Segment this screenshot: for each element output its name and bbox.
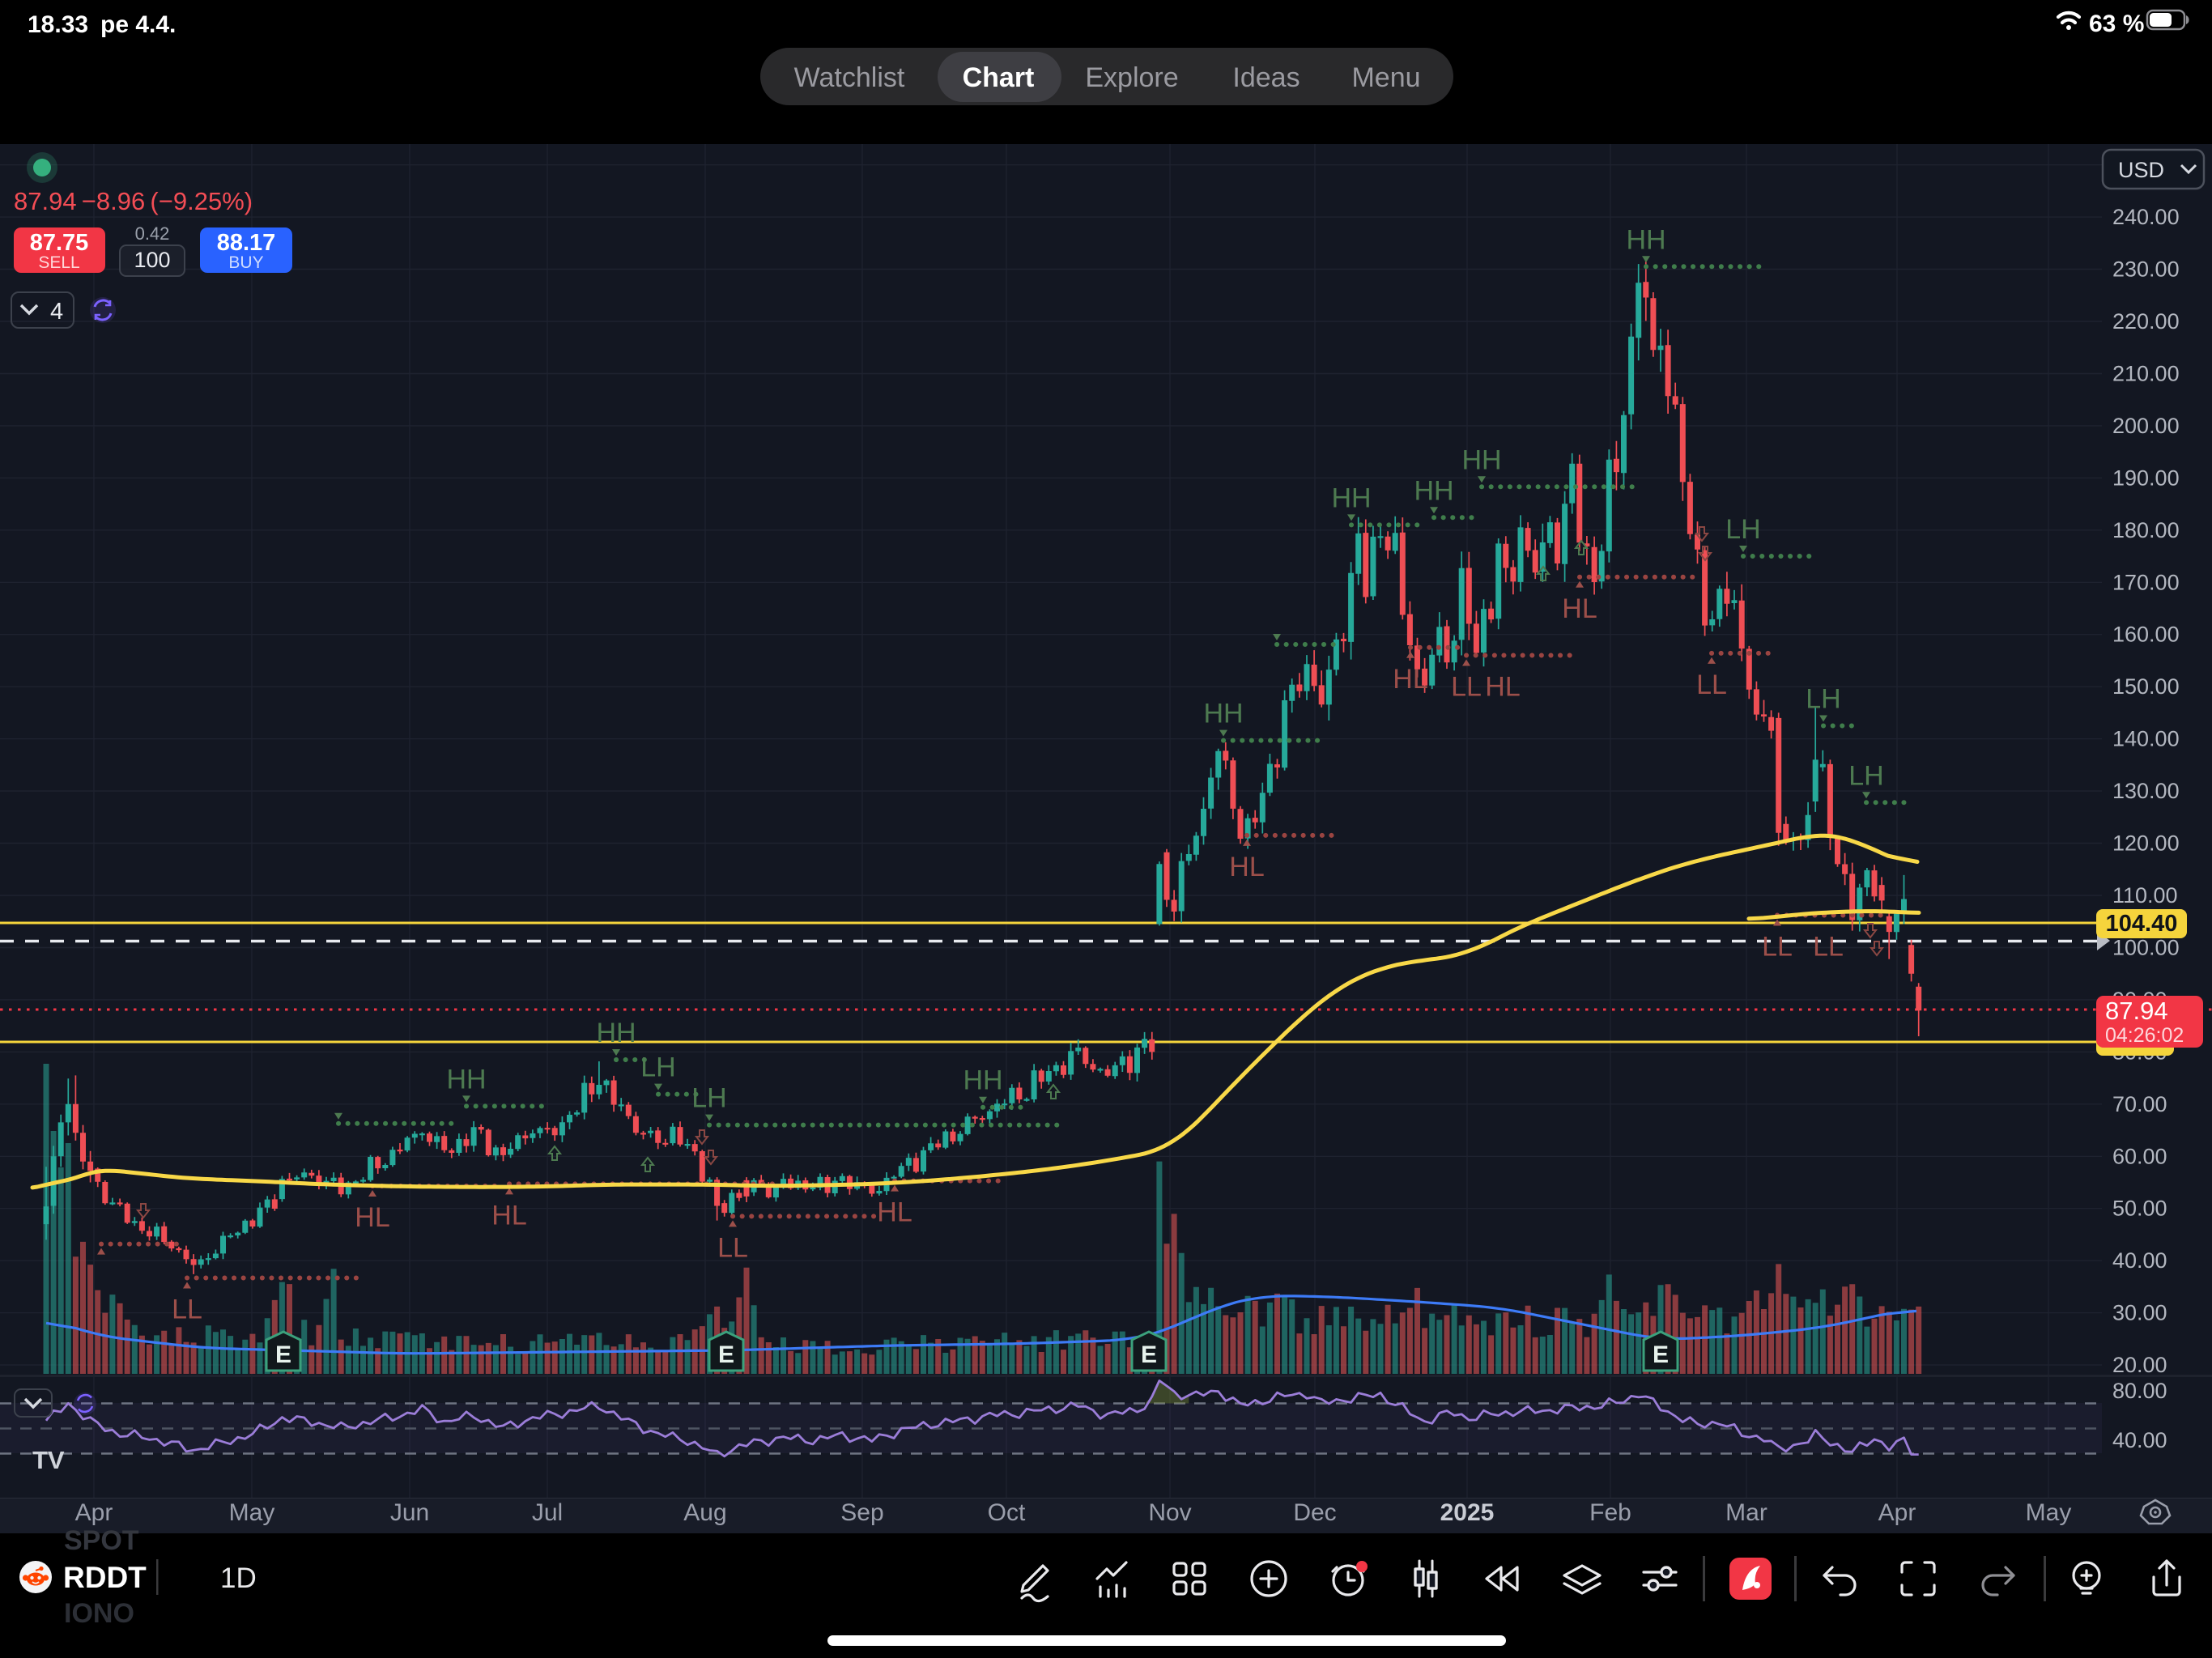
svg-text:LL: LL (1696, 670, 1727, 700)
svg-text:LL: LL (717, 1232, 748, 1263)
svg-text:80.00: 80.00 (2112, 1379, 2167, 1403)
svg-text:20.00: 20.00 (2112, 1353, 2167, 1377)
svg-text:Jun: Jun (390, 1499, 429, 1526)
svg-text:pe 4.4.: pe 4.4. (100, 11, 176, 38)
svg-text:E: E (718, 1341, 734, 1368)
svg-text:4: 4 (50, 299, 63, 325)
svg-text:210.00: 210.00 (2112, 362, 2180, 386)
svg-text:LH: LH (640, 1052, 675, 1083)
svg-text:E: E (1141, 1341, 1157, 1368)
svg-text:30.00: 30.00 (2112, 1301, 2167, 1325)
svg-text:HH: HH (1626, 224, 1665, 255)
svg-text:Sep: Sep (840, 1499, 883, 1526)
svg-text:Mar: Mar (1725, 1499, 1767, 1526)
svg-text:40.00: 40.00 (2112, 1248, 2167, 1273)
svg-text:120.00: 120.00 (2112, 831, 2180, 856)
svg-text:RDDT: RDDT (63, 1561, 147, 1594)
svg-text:18.33: 18.33 (28, 11, 88, 38)
svg-text:LL: LL (1762, 932, 1793, 963)
svg-text:170.00: 170.00 (2112, 570, 2180, 594)
svg-text:E: E (1653, 1341, 1669, 1368)
svg-text:63 %: 63 % (2089, 11, 2144, 37)
svg-text:150.00: 150.00 (2112, 674, 2180, 699)
svg-text:130.00: 130.00 (2112, 779, 2180, 803)
svg-text:E: E (275, 1341, 291, 1368)
svg-text:HL: HL (355, 1202, 389, 1233)
svg-text:87.94: 87.94 (2105, 997, 2168, 1025)
svg-text:230.00: 230.00 (2112, 257, 2180, 282)
svg-text:100: 100 (134, 248, 170, 272)
svg-text:87.94 −8.96 (−9.25%): 87.94 −8.96 (−9.25%) (14, 187, 253, 215)
svg-text:HH: HH (1331, 483, 1371, 513)
svg-text:HL: HL (1229, 852, 1264, 882)
svg-text:TV: TV (32, 1446, 65, 1474)
svg-text:HL: HL (1393, 664, 1427, 695)
svg-text:104.40: 104.40 (2106, 911, 2178, 937)
svg-text:2025: 2025 (1440, 1499, 1495, 1526)
svg-text:140.00: 140.00 (2112, 727, 2180, 751)
svg-text:LH: LH (1806, 684, 1840, 715)
svg-text:May: May (229, 1499, 275, 1526)
svg-text:40.00: 40.00 (2112, 1428, 2167, 1452)
svg-text:Aug: Aug (683, 1499, 726, 1526)
svg-text:May: May (2026, 1499, 2072, 1526)
svg-text:110.00: 110.00 (2112, 883, 2178, 908)
svg-text:LL: LL (172, 1295, 202, 1325)
svg-text:HL: HL (491, 1200, 526, 1231)
svg-text:Apr: Apr (1878, 1499, 1916, 1526)
svg-text:Ideas: Ideas (1232, 62, 1300, 93)
svg-text:LH: LH (1725, 514, 1760, 545)
svg-text:SELL: SELL (38, 253, 79, 272)
svg-text:04:26:02: 04:26:02 (2105, 1024, 2184, 1047)
svg-text:Explore: Explore (1085, 62, 1178, 93)
svg-text:70.00: 70.00 (2112, 1092, 2167, 1116)
svg-text:HH: HH (1203, 699, 1243, 729)
svg-text:Nov: Nov (1148, 1499, 1191, 1526)
svg-text:190.00: 190.00 (2112, 466, 2180, 490)
svg-text:0.42: 0.42 (135, 223, 170, 244)
svg-text:100.00: 100.00 (2112, 936, 2180, 960)
svg-text:BUY: BUY (228, 253, 263, 272)
svg-text:HL: HL (877, 1197, 912, 1228)
svg-text:HH: HH (596, 1018, 636, 1048)
svg-text:180.00: 180.00 (2112, 518, 2180, 542)
svg-text:Apr: Apr (75, 1499, 113, 1526)
svg-text:LH: LH (691, 1083, 726, 1114)
svg-text:Chart: Chart (963, 62, 1035, 93)
svg-text:88.17: 88.17 (217, 230, 276, 256)
svg-text:HH: HH (1414, 475, 1453, 506)
svg-text:60.00: 60.00 (2112, 1144, 2167, 1168)
svg-text:240.00: 240.00 (2112, 205, 2180, 229)
svg-text:50.00: 50.00 (2112, 1197, 2167, 1221)
svg-text:LL: LL (1813, 932, 1844, 963)
svg-text:Dec: Dec (1293, 1499, 1336, 1526)
svg-text:Feb: Feb (1589, 1499, 1631, 1526)
svg-text:HL: HL (1562, 593, 1597, 624)
svg-text:Menu: Menu (1351, 62, 1420, 93)
svg-text:Watchlist: Watchlist (794, 62, 905, 93)
svg-text:HH: HH (446, 1064, 486, 1095)
svg-text:IONO: IONO (64, 1598, 134, 1629)
svg-text:HL: HL (1485, 672, 1520, 703)
svg-text:LL: LL (1451, 672, 1482, 703)
svg-text:HH: HH (963, 1065, 1002, 1096)
svg-text:87.75: 87.75 (30, 230, 89, 256)
svg-text:HH: HH (1461, 444, 1501, 475)
svg-text:1D: 1D (220, 1562, 257, 1594)
svg-text:SPOT: SPOT (64, 1525, 139, 1556)
svg-text:Oct: Oct (988, 1499, 1026, 1526)
svg-text:200.00: 200.00 (2112, 414, 2180, 438)
svg-text:LH: LH (1848, 760, 1883, 791)
svg-text:USD: USD (2118, 158, 2164, 182)
svg-text:Jul: Jul (532, 1499, 563, 1526)
svg-text:160.00: 160.00 (2112, 623, 2180, 647)
svg-text:220.00: 220.00 (2112, 309, 2180, 334)
